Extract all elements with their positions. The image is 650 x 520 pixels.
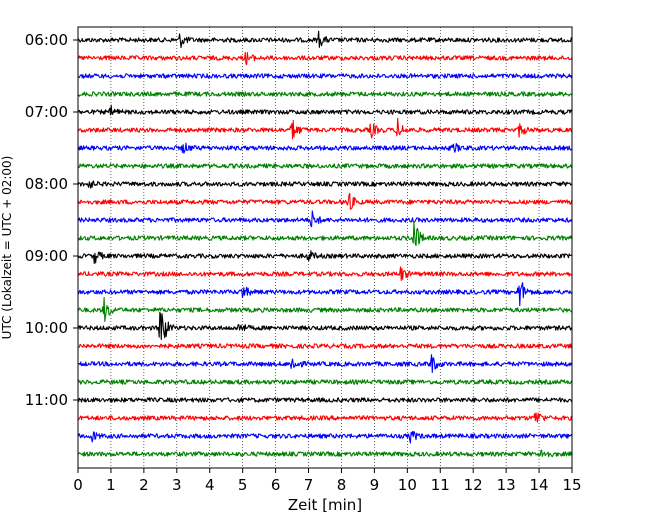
trace-row-1030 <box>77 354 573 374</box>
y-tick-label-0800: 08:00 <box>25 175 68 193</box>
x-axis-ticks: 0 1 2 3 4 5 6 7 8 9 10 11 12 13 14 15 <box>73 468 582 494</box>
trace-row-1130 <box>77 430 573 444</box>
trace-row-0745 <box>77 163 573 169</box>
x-tick-label-10: 10 <box>398 476 417 494</box>
trace-row-0700 <box>77 104 573 116</box>
trace-row-0715 <box>77 117 573 140</box>
y-tick-label-1000: 10:00 <box>25 319 68 337</box>
trace-row-0630 <box>77 73 573 79</box>
x-tick-label-12: 12 <box>464 476 483 494</box>
x-tick-label-13: 13 <box>497 476 516 494</box>
trace-row-0730 <box>77 142 573 154</box>
x-tick-label-15: 15 <box>562 476 581 494</box>
trace-row-1145 <box>77 449 573 458</box>
x-tick-label-3: 3 <box>172 476 182 494</box>
trace-row-1015 <box>77 343 573 349</box>
trace-row-1115 <box>77 412 573 423</box>
x-tick-label-11: 11 <box>431 476 450 494</box>
x-tick-label-9: 9 <box>370 476 380 494</box>
x-tick-label-7: 7 <box>304 476 314 494</box>
x-tick-label-2: 2 <box>139 476 149 494</box>
y-axis-label: UTC (Lokalzeit = UTC + 02:00) <box>0 156 14 340</box>
y-tick-label-0900: 09:00 <box>25 247 68 265</box>
trace-lines <box>77 30 573 458</box>
trace-row-0830 <box>77 210 573 228</box>
x-tick-label-5: 5 <box>238 476 248 494</box>
trace-row-1000 <box>77 311 573 341</box>
trace-row-0900 <box>77 250 573 264</box>
plot-frame <box>77 26 573 469</box>
trace-row-0645 <box>77 91 573 97</box>
trace-row-0615 <box>77 51 573 66</box>
x-tick-label-14: 14 <box>530 476 549 494</box>
x-tick-label-4: 4 <box>205 476 215 494</box>
trace-row-0600 <box>77 30 573 49</box>
trace-row-0945 <box>77 296 573 323</box>
y-tick-label-0600: 06:00 <box>25 31 68 49</box>
trace-row-0915 <box>77 266 573 282</box>
y-axis-ticks: 06:00 07:00 08:00 09:00 10:00 11:00 <box>25 31 78 409</box>
trace-row-0845 <box>77 221 573 247</box>
x-tick-label-1: 1 <box>106 476 116 494</box>
x-tick-label-6: 6 <box>271 476 281 494</box>
x-tick-label-0: 0 <box>73 476 83 494</box>
y-tick-label-0700: 07:00 <box>25 103 68 121</box>
trace-row-0930 <box>77 282 573 307</box>
x-tick-label-8: 8 <box>337 476 347 494</box>
trace-row-0800 <box>77 180 573 189</box>
x-axis-label: Zeit [min] <box>288 496 362 514</box>
trace-row-1045 <box>77 379 573 385</box>
y-tick-label-1100: 11:00 <box>25 391 68 409</box>
trace-row-1100 <box>77 397 573 403</box>
trace-row-0815 <box>77 192 573 210</box>
